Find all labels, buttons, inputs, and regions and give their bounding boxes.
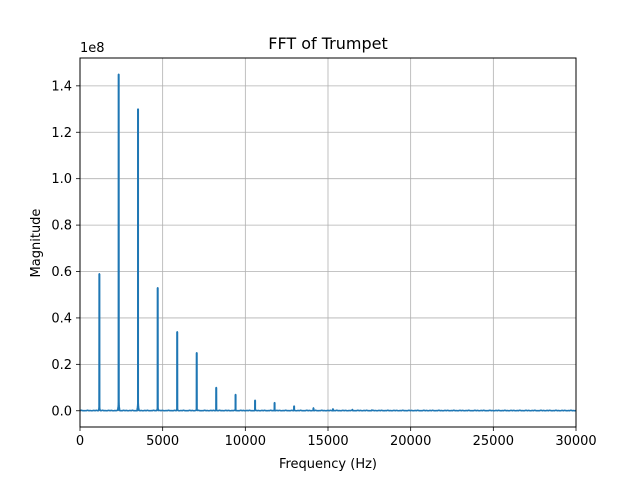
spectrum-series-line (79, 73, 577, 412)
y-axis-label: Magnitude (29, 209, 44, 278)
chart-title: FFT of Trumpet (268, 34, 388, 53)
y-tick-label: 1.0 (51, 172, 72, 187)
x-tick-label: 10000 (225, 434, 266, 449)
x-tick-label: 25000 (473, 434, 514, 449)
y-tick-label: 1.4 (51, 79, 72, 94)
x-tick-label: 30000 (555, 434, 596, 449)
y-tick-label: 0.2 (51, 358, 72, 373)
y-tick-label: 0.6 (51, 265, 72, 280)
x-tick-label: 15000 (307, 434, 348, 449)
x-tick-label: 5000 (146, 434, 179, 449)
y-axis-ticks: 0.0 0.2 0.4 0.6 0.8 1.0 1.2 1.4 (51, 79, 80, 419)
x-axis-label: Frequency (Hz) (279, 457, 377, 472)
y-tick-label: 0.4 (51, 311, 72, 326)
y-offset-label: 1e8 (80, 41, 105, 56)
x-tick-label: 20000 (390, 434, 431, 449)
y-tick-label: 0.0 (51, 404, 72, 419)
series-line-group (79, 73, 577, 412)
grid-lines (79, 58, 577, 427)
y-tick-label: 1.2 (51, 126, 72, 141)
x-tick-label: 0 (76, 434, 84, 449)
y-tick-label: 0.8 (51, 219, 72, 234)
x-axis-ticks: 0 5000 10000 15000 20000 25000 30000 (76, 427, 597, 449)
